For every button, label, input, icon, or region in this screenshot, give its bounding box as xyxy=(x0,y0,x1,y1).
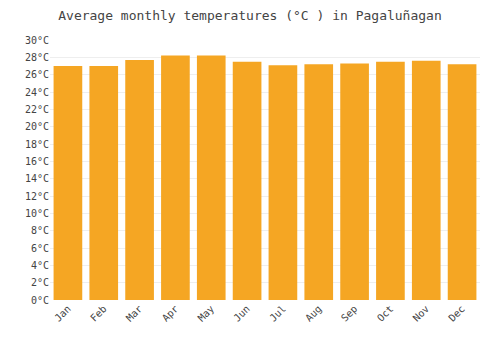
svg-text:Aug: Aug xyxy=(303,303,324,324)
svg-text:20°C: 20°C xyxy=(25,121,49,132)
svg-text:10°C: 10°C xyxy=(25,208,49,219)
svg-text:Jul: Jul xyxy=(267,303,288,324)
svg-text:Average monthly temperatures (: Average monthly temperatures (°C ) in Pa… xyxy=(58,8,442,23)
svg-text:Sep: Sep xyxy=(339,303,360,324)
svg-text:12°C: 12°C xyxy=(25,191,49,202)
svg-text:28°C: 28°C xyxy=(25,52,49,63)
svg-text:0°C: 0°C xyxy=(31,295,49,306)
svg-text:22°C: 22°C xyxy=(25,104,49,115)
svg-text:Mar: Mar xyxy=(124,303,145,324)
svg-text:6°C: 6°C xyxy=(31,243,49,254)
svg-text:24°C: 24°C xyxy=(25,87,49,98)
svg-text:Dec: Dec xyxy=(446,303,467,324)
svg-text:14°C: 14°C xyxy=(25,173,49,184)
svg-text:Feb: Feb xyxy=(88,303,109,324)
svg-text:May: May xyxy=(196,303,217,324)
svg-text:26°C: 26°C xyxy=(25,69,49,80)
svg-text:Jan: Jan xyxy=(52,303,73,324)
svg-text:Oct: Oct xyxy=(375,303,396,324)
svg-text:16°C: 16°C xyxy=(25,156,49,167)
svg-text:4°C: 4°C xyxy=(31,260,49,271)
svg-text:Jun: Jun xyxy=(231,303,252,324)
svg-text:Nov: Nov xyxy=(411,303,432,324)
svg-text:18°C: 18°C xyxy=(25,139,49,150)
svg-text:Apr: Apr xyxy=(160,303,181,324)
svg-text:8°C: 8°C xyxy=(31,225,49,236)
svg-text:2°C: 2°C xyxy=(31,277,49,288)
svg-text:30°C: 30°C xyxy=(25,35,49,46)
